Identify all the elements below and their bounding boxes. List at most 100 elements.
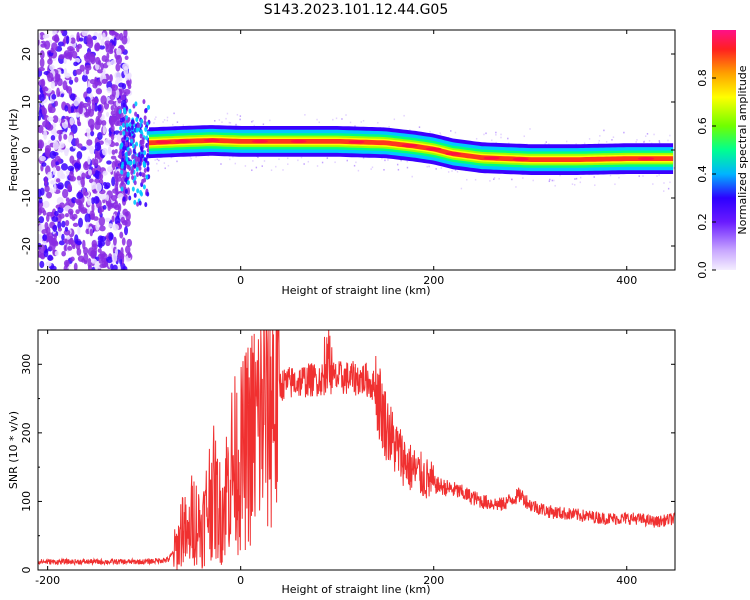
heatmap-halo-cell xyxy=(154,159,156,161)
heatmap-noise-blob xyxy=(101,147,108,156)
spectrogram-marks xyxy=(38,30,675,270)
heatmap-transition-blob xyxy=(134,111,138,117)
heatmap-noise-blob xyxy=(52,224,58,232)
heatmap-halo-cell xyxy=(261,165,263,167)
heatmap-noise-blob xyxy=(121,237,126,246)
heatmap-halo-cell xyxy=(588,138,591,140)
heatmap-noise-blob xyxy=(89,145,95,155)
heatmap-halo-cell xyxy=(162,121,164,123)
heatmap-halo-cell xyxy=(475,137,478,140)
heatmap-halo-cell xyxy=(220,163,222,165)
heatmap-noise-blob xyxy=(63,133,68,140)
heatmap-halo-cell xyxy=(362,156,365,159)
heatmap-noise-blob xyxy=(111,84,119,91)
heatmap-halo-cell xyxy=(239,115,242,117)
heatmap-halo-cell xyxy=(611,139,613,141)
heatmap-transition-blob xyxy=(143,150,147,156)
heatmap-halo-cell xyxy=(278,158,280,161)
heatmap-transition-blob xyxy=(121,157,125,163)
heatmap-halo-cell xyxy=(447,171,450,173)
heatmap-noise-blob xyxy=(100,95,107,105)
heatmap-halo-cell xyxy=(426,165,428,168)
heatmap-noise-blob xyxy=(102,125,107,135)
heatmap-noise-blob xyxy=(58,117,62,124)
heatmap-halo-cell xyxy=(257,156,259,159)
heatmap-noise-blob xyxy=(92,35,97,40)
heatmap-noise-blob xyxy=(73,98,79,107)
heatmap-transition-blob xyxy=(132,153,136,159)
heatmap-halo-cell xyxy=(508,142,510,145)
heatmap-hotspot xyxy=(348,140,365,144)
heatmap-noise-blob xyxy=(87,99,91,106)
heatmap-halo-cell xyxy=(158,159,160,162)
heatmap-noise-blob xyxy=(117,252,125,260)
spectrogram-xtick-label: -200 xyxy=(35,274,60,287)
heatmap-halo-cell xyxy=(667,139,669,142)
heatmap-noise-blob xyxy=(46,116,54,122)
heatmap-noise-blob xyxy=(100,38,105,46)
heatmap-noise-blob xyxy=(77,255,85,262)
heatmap-halo-cell xyxy=(429,130,431,133)
heatmap-halo-cell xyxy=(653,133,655,136)
heatmap-halo-cell xyxy=(157,169,159,172)
heatmap-noise-blob xyxy=(99,225,106,232)
heatmap-noise-blob xyxy=(114,158,118,167)
heatmap-halo-cell xyxy=(226,112,229,115)
heatmap-halo-cell xyxy=(381,157,383,160)
heatmap-halo-cell xyxy=(341,118,343,120)
chart-title: S143.2023.101.12.44.G05 xyxy=(264,2,449,18)
heatmap-halo-cell xyxy=(371,166,374,169)
heatmap-halo-cell xyxy=(252,120,254,122)
heatmap-noise-blob xyxy=(38,216,45,224)
heatmap-halo-cell xyxy=(176,121,179,123)
heatmap-noise-blob xyxy=(38,67,45,72)
heatmap-noise-blob xyxy=(127,251,132,259)
heatmap-noise-blob xyxy=(55,161,59,166)
heatmap-halo-cell xyxy=(190,157,192,160)
heatmap-noise-blob xyxy=(110,60,117,65)
heatmap-noise-blob xyxy=(50,80,56,89)
snr-frame xyxy=(37,329,676,571)
heatmap-halo-cell xyxy=(511,178,513,181)
heatmap-noise-blob xyxy=(111,176,116,187)
heatmap-noise-blob xyxy=(122,265,128,270)
heatmap-halo-cell xyxy=(669,181,671,184)
heatmap-transition-blob xyxy=(133,192,137,198)
heatmap-noise-blob xyxy=(58,240,65,246)
heatmap-transition-blob xyxy=(127,150,131,156)
heatmap-halo-cell xyxy=(195,156,197,158)
heatmap-noise-blob xyxy=(106,52,110,60)
heatmap-halo-cell xyxy=(397,168,400,171)
heatmap-noise-blob xyxy=(111,215,115,223)
heatmap-noise-blob xyxy=(52,140,59,150)
heatmap-halo-cell xyxy=(483,133,485,136)
heatmap-noise-blob xyxy=(126,187,131,196)
heatmap-halo-cell xyxy=(656,175,658,177)
heatmap-noise-blob xyxy=(109,94,116,101)
heatmap-halo-cell xyxy=(645,135,647,137)
heatmap-halo-cell xyxy=(618,176,620,179)
heatmap-transition-blob xyxy=(131,186,135,192)
heatmap-noise-blob xyxy=(73,162,80,169)
heatmap-halo-cell xyxy=(495,141,497,144)
heatmap-noise-blob xyxy=(116,264,121,270)
heatmap-noise-blob xyxy=(69,155,75,164)
heatmap-hotspot xyxy=(174,139,191,143)
heatmap-halo-cell xyxy=(638,175,640,177)
heatmap-noise-blob xyxy=(97,32,102,41)
heatmap-noise-blob xyxy=(41,107,48,116)
heatmap-transition-blob xyxy=(122,102,126,108)
snr-xtick-label: 200 xyxy=(423,574,444,587)
heatmap-halo-cell xyxy=(575,143,577,145)
heatmap-halo-cell xyxy=(282,169,284,171)
heatmap-transition-blob xyxy=(144,202,148,208)
heatmap-noise-blob xyxy=(111,113,118,123)
heatmap-noise-blob xyxy=(64,149,69,157)
heatmap-noise-blob xyxy=(57,182,64,190)
heatmap-transition-blob xyxy=(146,160,150,166)
heatmap-hotspot xyxy=(251,139,268,143)
heatmap-noise-blob xyxy=(124,226,129,236)
heatmap-halo-cell xyxy=(321,161,324,164)
heatmap-hotspot xyxy=(425,147,442,151)
heatmap-noise-blob xyxy=(79,64,85,72)
